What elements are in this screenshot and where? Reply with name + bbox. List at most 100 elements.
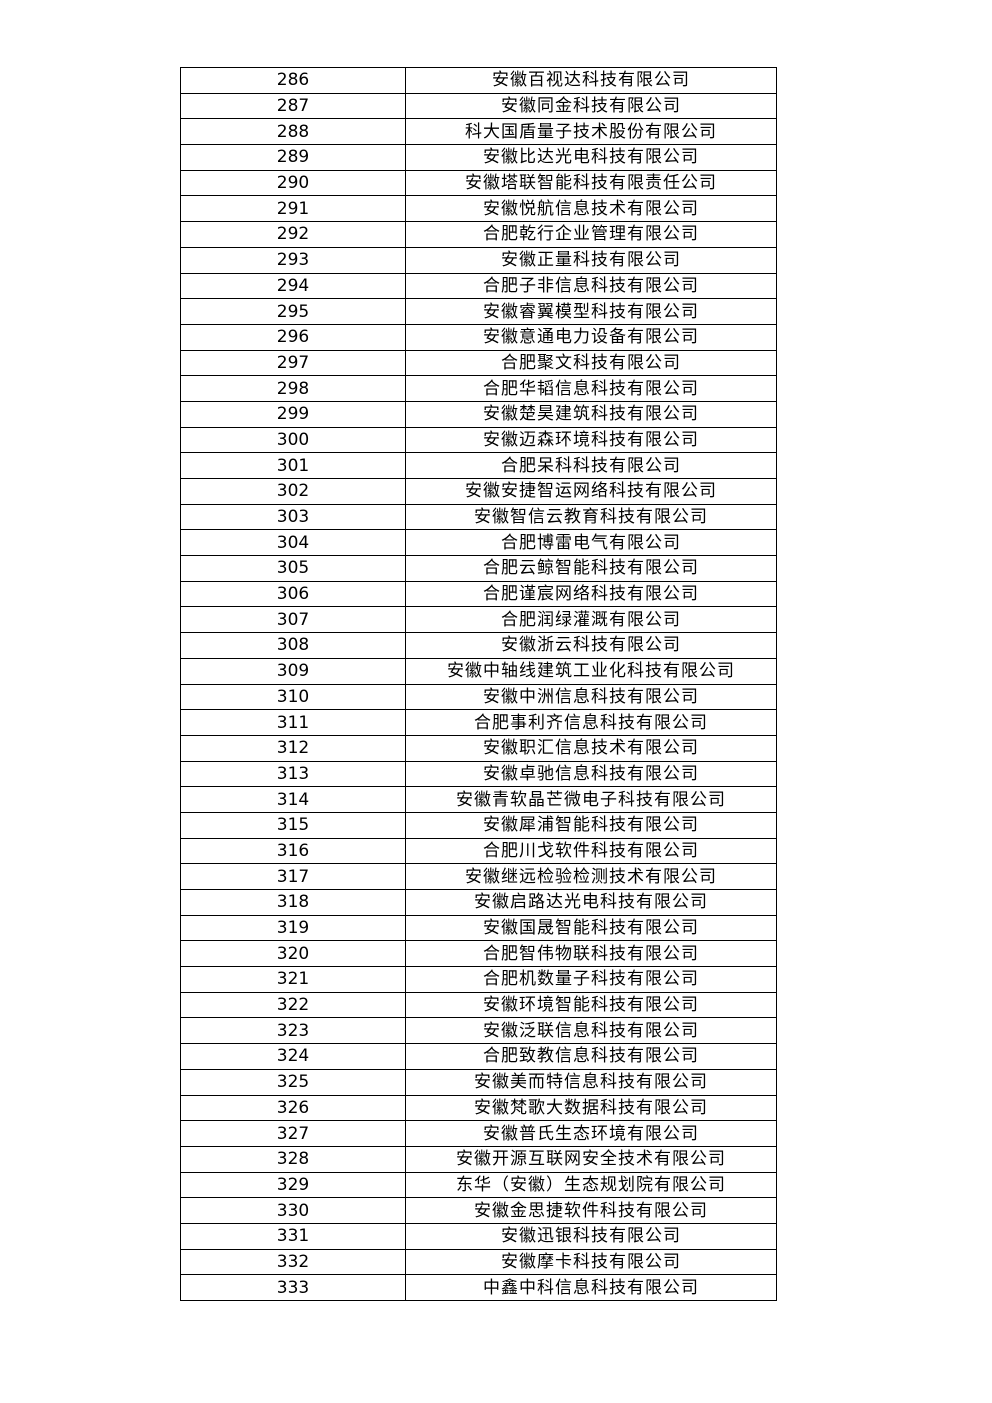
- company-name: 安徽开源互联网安全技术有限公司: [405, 1145, 777, 1173]
- company-name: 安徽同金科技有限公司: [405, 92, 777, 120]
- row-number: 309: [180, 657, 406, 685]
- table-row: 312 安徽职汇信息技术有限公司: [180, 734, 777, 762]
- table-row: 308 安徽浙云科技有限公司: [180, 632, 777, 659]
- company-name: 安徽安捷智运网络科技有限公司: [405, 478, 777, 505]
- company-name: 安徽摩卡科技有限公司: [405, 1248, 777, 1276]
- table-row: 293 安徽正量科技有限公司: [180, 246, 777, 274]
- row-number: 287: [180, 92, 406, 120]
- company-name: 安徽金思捷软件科技有限公司: [405, 1197, 777, 1224]
- company-name: 中鑫中科信息科技有限公司: [405, 1274, 777, 1301]
- table-row: 299 安徽楚昊建筑科技有限公司: [180, 400, 777, 428]
- table-row: 321 合肥机数量子科技有限公司: [180, 966, 777, 993]
- company-name: 合肥事利齐信息科技有限公司: [405, 709, 777, 736]
- table-row: 319 安徽国晟智能科技有限公司: [180, 914, 777, 942]
- table-row: 332 安徽摩卡科技有限公司: [180, 1248, 777, 1276]
- company-name: 安徽正量科技有限公司: [405, 246, 777, 274]
- row-number: 314: [180, 786, 406, 813]
- company-name: 安徽百视达科技有限公司: [405, 67, 777, 94]
- table-row: 295 安徽睿翼模型科技有限公司: [180, 298, 777, 325]
- company-name: 合肥博雷电气有限公司: [405, 529, 777, 557]
- table-row: 318 安徽启路达光电科技有限公司: [180, 889, 777, 916]
- row-number: 317: [180, 863, 406, 890]
- company-name: 合肥谨宸网络科技有限公司: [405, 580, 777, 608]
- row-number: 291: [180, 195, 406, 223]
- company-name: 合肥乾行企业管理有限公司: [405, 221, 777, 248]
- table-row: 309 安徽中轴线建筑工业化科技有限公司: [180, 657, 777, 685]
- company-name: 安徽普氏生态环境有限公司: [405, 1120, 777, 1147]
- company-name: 安徽中洲信息科技有限公司: [405, 683, 777, 711]
- table-row: 316 合肥川戈软件科技有限公司: [180, 837, 777, 865]
- row-number: 307: [180, 606, 406, 634]
- company-name: 东华（安徽）生态规划院有限公司: [405, 1171, 777, 1199]
- company-name: 合肥机数量子科技有限公司: [405, 966, 777, 993]
- company-name: 安徽犀浦智能科技有限公司: [405, 811, 777, 839]
- company-name: 安徽美而特信息科技有限公司: [405, 1068, 777, 1096]
- row-number: 329: [180, 1171, 406, 1199]
- company-name: 合肥云鲸智能科技有限公司: [405, 555, 777, 582]
- row-number: 289: [180, 144, 406, 171]
- row-number: 303: [180, 503, 406, 531]
- row-number: 292: [180, 221, 406, 248]
- row-number: 295: [180, 298, 406, 325]
- table-row: 287 安徽同金科技有限公司: [180, 92, 777, 120]
- row-number: 313: [180, 760, 406, 788]
- table-row: 294 合肥子非信息科技有限公司: [180, 272, 777, 300]
- table-row: 330 安徽金思捷软件科技有限公司: [180, 1197, 777, 1224]
- company-name: 合肥华韬信息科技有限公司: [405, 375, 777, 402]
- company-name: 安徽启路达光电科技有限公司: [405, 889, 777, 916]
- row-number: 286: [180, 67, 406, 94]
- row-number: 301: [180, 452, 406, 479]
- table-row: 314 安徽青软晶芒微电子科技有限公司: [180, 786, 777, 813]
- table-row: 296 安徽意通电力设备有限公司: [180, 323, 777, 351]
- row-number: 333: [180, 1274, 406, 1301]
- company-name: 安徽职汇信息技术有限公司: [405, 734, 777, 762]
- company-name: 安徽悦航信息技术有限公司: [405, 195, 777, 223]
- row-number: 328: [180, 1145, 406, 1173]
- company-name: 安徽继远检验检测技术有限公司: [405, 863, 777, 890]
- company-name: 安徽塔联智能科技有限责任公司: [405, 169, 777, 197]
- row-number: 316: [180, 837, 406, 865]
- row-number: 305: [180, 555, 406, 582]
- table-row: 290 安徽塔联智能科技有限责任公司: [180, 169, 777, 197]
- company-name: 合肥智伟物联科技有限公司: [405, 940, 777, 968]
- company-name: 安徽迈森环境科技有限公司: [405, 426, 777, 454]
- company-name: 安徽环境智能科技有限公司: [405, 991, 777, 1019]
- company-name: 安徽迅银科技有限公司: [405, 1222, 777, 1250]
- row-number: 331: [180, 1222, 406, 1250]
- row-number: 297: [180, 349, 406, 377]
- table-row: 326 安徽梵歌大数据科技有限公司: [180, 1094, 777, 1122]
- table-row: 307 合肥润绿灌溉有限公司: [180, 606, 777, 634]
- table-row: 292 合肥乾行企业管理有限公司: [180, 221, 777, 248]
- table-row: 317 安徽继远检验检测技术有限公司: [180, 863, 777, 890]
- row-number: 318: [180, 889, 406, 916]
- row-number: 308: [180, 632, 406, 659]
- row-number: 323: [180, 1017, 406, 1045]
- table-row: 303 安徽智信云教育科技有限公司: [180, 503, 777, 531]
- company-name: 安徽比达光电科技有限公司: [405, 144, 777, 171]
- table-row: 331 安徽迅银科技有限公司: [180, 1222, 777, 1250]
- table-row: 300 安徽迈森环境科技有限公司: [180, 426, 777, 454]
- company-name: 安徽卓驰信息科技有限公司: [405, 760, 777, 788]
- table-row: 286 安徽百视达科技有限公司: [180, 67, 777, 94]
- row-number: 306: [180, 580, 406, 608]
- company-list-table: 286 安徽百视达科技有限公司 287 安徽同金科技有限公司 288 科大国盾量子技术股份…: [180, 67, 777, 1301]
- company-name: 安徽智信云教育科技有限公司: [405, 503, 777, 531]
- row-number: 312: [180, 734, 406, 762]
- row-number: 304: [180, 529, 406, 557]
- row-number: 296: [180, 323, 406, 351]
- row-number: 302: [180, 478, 406, 505]
- company-name: 安徽青软晶芒微电子科技有限公司: [405, 786, 777, 813]
- company-name: 安徽楚昊建筑科技有限公司: [405, 400, 777, 428]
- row-number: 325: [180, 1068, 406, 1096]
- table-row: 297 合肥聚文科技有限公司: [180, 349, 777, 377]
- row-number: 315: [180, 811, 406, 839]
- company-name: 合肥聚文科技有限公司: [405, 349, 777, 377]
- table-body: 286 安徽百视达科技有限公司 287 安徽同金科技有限公司 288 科大国盾量子技术股份…: [180, 67, 777, 1301]
- table-row: 304 合肥博雷电气有限公司: [180, 529, 777, 557]
- table-row: 320 合肥智伟物联科技有限公司: [180, 940, 777, 968]
- table-row: 288 科大国盾量子技术股份有限公司: [180, 118, 777, 146]
- row-number: 311: [180, 709, 406, 736]
- company-name: 安徽浙云科技有限公司: [405, 632, 777, 659]
- table-row: 302 安徽安捷智运网络科技有限公司: [180, 478, 777, 505]
- row-number: 332: [180, 1248, 406, 1276]
